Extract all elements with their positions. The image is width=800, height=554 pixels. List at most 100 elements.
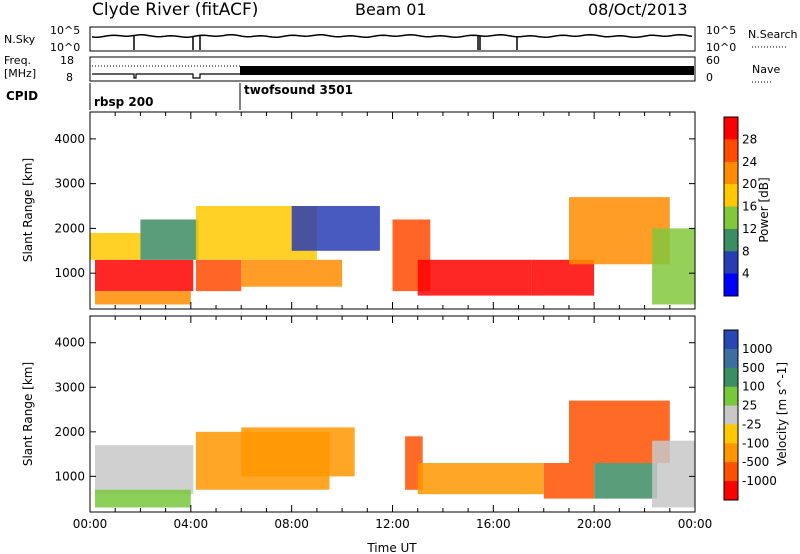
power-colorbar-tick: 24 [742,155,757,169]
vel-xtick-label: 04:00 [174,517,209,531]
vel-ytick-label: 1000 [54,469,85,483]
vel-region [417,463,544,495]
cpid-bar: CPID rbsp 200 twofsound 3501 [6,83,353,110]
noise-left-tick-top: 10^5 [50,24,80,37]
vel-ytick-label: 3000 [54,380,85,394]
power-ytick-label: 1000 [54,266,85,280]
vel-xtick-label: 00:00 [678,517,713,531]
noise-right-label: N.Search [748,28,798,41]
freq-panel: Freq. [MHz] 18 8 60 0 Nave [4,54,780,84]
velocity-colorbar-swatch [724,348,738,369]
power-colorbar-swatch [724,184,738,207]
site-title: Clyde River (fitACF) [92,0,258,20]
power-ytick-label: 3000 [54,177,85,191]
freq-tick-bottom: 8 [66,71,73,84]
velocity-colorbar-frame [723,329,739,501]
cpid-segment-2: twofsound 3501 [244,83,353,97]
power-colorbar-tick: 20 [742,177,757,191]
velocity-colorbar: 1000 500 100 25 -25 -100 -500 -1000 Velocity [m… [723,329,789,501]
power-colorbar-label: Power [dB] [757,177,771,242]
nave-tick-top: 60 [706,54,720,67]
velocity-xlabel: Time UT [366,541,417,554]
velocity-colorbar-label: Velocity [m s^-1] [775,362,789,466]
vel-xtick-label: 00:00 [73,517,108,531]
vel-region [95,489,191,508]
power-colorbar-tick: 8 [742,244,750,258]
freq-line-early [92,73,240,79]
power-region [652,228,695,305]
power-region [95,291,191,305]
power-colorbar-tick: 4 [742,267,750,281]
velocity-colorbar-tick: -1000 [742,474,777,488]
power-colorbar-tick: 16 [742,200,757,214]
power-colorbar-swatch [724,228,738,252]
velocity-data [95,400,695,508]
power-ylabel: Slant Range [km] [21,158,35,262]
power-ytick-label: 4000 [54,132,85,146]
cpid-label: CPID [6,89,38,103]
vel-region [241,427,355,477]
power-data [90,197,695,305]
power-region [241,259,343,287]
velocity-colorbar-tick: 25 [742,399,757,413]
velocity-colorbar-swatch [724,386,738,407]
freq-dense-band [240,66,694,75]
noise-sky-line [91,34,693,38]
power-region [417,259,532,296]
power-colorbar-frame [723,116,739,297]
freq-label-bottom: [MHz] [4,67,36,80]
freq-tick-top: 18 [60,54,74,67]
power-region [195,259,242,292]
power-colorbar-swatch [724,273,738,297]
nave-label: Nave [752,63,780,76]
vel-ytick-label: 2000 [54,425,85,439]
velocity-colorbar-tick: 100 [742,380,765,394]
vel-region [594,463,658,499]
power-ytick-label: 2000 [54,221,85,235]
power-colorbar-swatch [724,139,738,163]
velocity-colorbar-swatch [724,462,738,482]
velocity-colorbar-tick: -100 [742,436,769,450]
power-colorbar-swatch [724,161,738,185]
noise-left-label: N.Sky [4,33,36,46]
date-title: 08/Oct/2013 [588,0,688,19]
power-panel: 1000 2000 3000 4000 Slant Range [km] [21,111,696,310]
vel-region [543,463,595,499]
cpid-segment-1: rbsp 200 [94,95,153,109]
velocity-colorbar-tick: 500 [742,361,765,375]
power-colorbar-swatch [724,117,738,140]
velocity-ylabel: Slant Range [km] [21,362,35,466]
velocity-colorbar-swatch [724,405,738,425]
power-colorbar-tick: 12 [742,222,757,236]
velocity-colorbar-tick: -500 [742,455,769,469]
nave-tick-bottom: 0 [706,71,713,84]
vel-xtick-label: 12:00 [375,517,410,531]
power-region [90,232,141,260]
noise-right-tick-bottom: 10^0 [706,41,736,54]
velocity-panel: 1000 2000 3000 4000 00:00 04:00 08:00 12:00 16:… [21,315,713,554]
velocity-colorbar-swatch [724,424,738,444]
vel-xtick-label: 08:00 [274,517,309,531]
power-region [531,259,595,296]
power-region [140,219,199,260]
power-colorbar-tick: 28 [742,132,757,146]
beam-title: Beam 01 [355,0,427,19]
power-colorbar-swatch [724,251,738,275]
noise-left-tick-bottom: 10^0 [50,41,80,54]
noise-right-tick-top: 10^5 [706,24,736,37]
power-region [95,259,194,292]
velocity-colorbar-tick: 1000 [742,342,773,356]
velocity-colorbar-swatch [724,443,738,463]
freq-label-top: Freq. [4,54,31,67]
vel-xtick-label: 20:00 [577,517,612,531]
velocity-colorbar-swatch [724,330,738,350]
velocity-colorbar-swatch [724,481,738,501]
power-colorbar: 28 24 20 16 12 8 4 Power [dB] [723,116,771,297]
velocity-colorbar-swatch [724,367,738,388]
power-region [291,206,380,251]
velocity-colorbar-tick: -25 [742,417,762,431]
noise-panel: N.Sky 10^5 10^0 10^5 10^0 N.Search [4,24,798,54]
vel-region [95,445,194,495]
vel-xtick-label: 16:00 [476,517,511,531]
